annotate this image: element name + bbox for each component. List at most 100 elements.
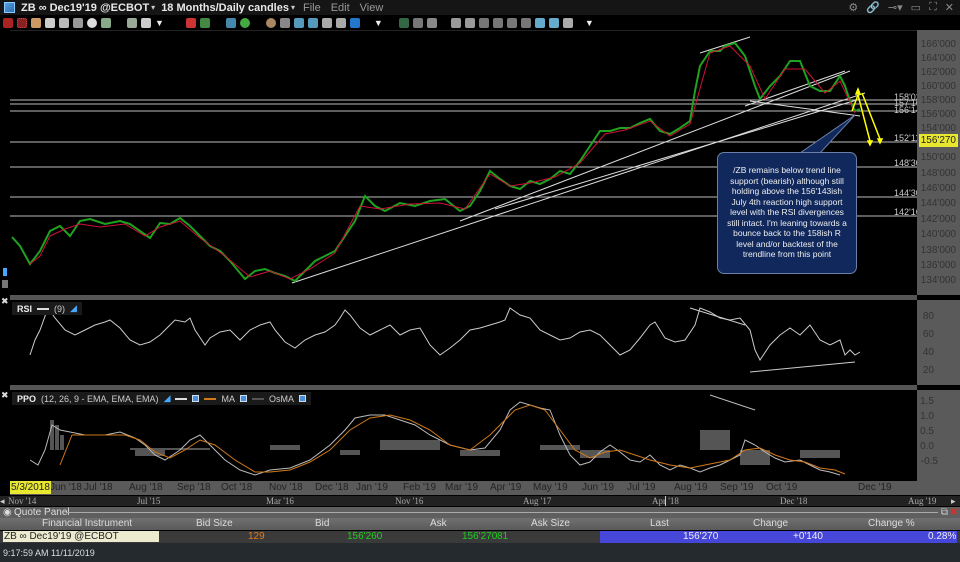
column-header[interactable]: Ask Size <box>531 518 570 529</box>
axis-tick: Jul '18 <box>84 482 113 493</box>
text-box-icon[interactable] <box>307 17 318 28</box>
snapshot-icon[interactable] <box>73 17 83 28</box>
rsi-pane[interactable]: RSI (9) ◢ <box>10 300 917 385</box>
compass-icon[interactable] <box>265 17 276 28</box>
overview-handle[interactable] <box>665 496 666 506</box>
pane-divider[interactable] <box>10 385 917 390</box>
new-chart-icon[interactable] <box>127 17 137 28</box>
axis-tick: 144'000 <box>920 198 956 209</box>
time-axis[interactable]: Jun '18 Jul '18 Aug '18 Sep '18 Oct '18 … <box>10 481 960 495</box>
pin-icon[interactable]: ⊸▾ <box>887 2 903 14</box>
grid-icon[interactable] <box>45 17 55 28</box>
draw-line-icon[interactable] <box>185 17 196 28</box>
rsi-axis[interactable]: 80 60 40 20 <box>917 300 960 385</box>
scroll-left-icon[interactable] <box>478 17 489 28</box>
ppo-pane[interactable]: PPO (12, 26, 9 - EMA, EMA, EMA) ◢ MA OsM… <box>10 390 917 481</box>
refresh-icon[interactable] <box>548 17 559 28</box>
mountain-icon[interactable] <box>225 17 236 28</box>
ppo-axis[interactable]: 1.5 1.0 0.5 0.0 -0.5 <box>917 390 960 481</box>
scroll-indicator-icon[interactable] <box>3 268 7 276</box>
maximize-icon[interactable]: ⛶ <box>929 1 937 13</box>
fib-icon[interactable] <box>426 17 437 28</box>
gear-icon[interactable]: ⚙ <box>848 2 859 14</box>
axis-tick: Jun '18 <box>50 482 82 493</box>
arrow-right-icon[interactable] <box>349 17 360 28</box>
annotation-callout[interactable]: /ZB remains below trend line support (be… <box>717 152 857 274</box>
redo-icon[interactable] <box>335 17 346 28</box>
osma-swatch <box>251 397 264 400</box>
symbol-dropdown-icon[interactable]: ▾ <box>151 3 156 12</box>
circle-icon[interactable] <box>87 17 97 28</box>
pane-icon[interactable] <box>2 280 8 288</box>
filter-dropdown-icon[interactable]: ▼ <box>155 17 164 28</box>
menu-view[interactable]: View <box>359 1 384 14</box>
level-label: 157'166 <box>894 98 926 108</box>
link-icon[interactable]: 🔗 <box>866 2 880 14</box>
pane-divider[interactable] <box>10 295 917 300</box>
quote-row[interactable]: ZB ∞ Dec19'19 @ECBOT 129 156'260 156'270… <box>0 531 960 543</box>
axis-tick: 150'000 <box>920 152 956 163</box>
close-ppo-icon[interactable]: ✖ <box>1 390 9 400</box>
ppo-title: PPO <box>17 393 37 404</box>
chart-image-icon[interactable] <box>101 17 111 28</box>
level-label: 144'309 <box>894 188 926 198</box>
settings-dropdown-icon[interactable]: ▼ <box>584 17 594 28</box>
overview-scroller[interactable]: ◂ Nov '14 Jul '15 Mar '16 Nov '16 Aug '1… <box>0 496 960 506</box>
scroll-right-icon[interactable] <box>492 17 503 28</box>
undo-icon[interactable] <box>321 17 332 28</box>
level-label: 148'302 <box>894 158 926 168</box>
close-chart-icon[interactable] <box>3 17 13 28</box>
detach-icon[interactable]: ⧉ <box>940 507 948 518</box>
price-axis[interactable]: 166'000 164'000 162'000 160'000 158'000 … <box>917 30 960 295</box>
column-header[interactable]: Change <box>753 518 789 529</box>
collapse-panel-icon[interactable]: ◉ <box>3 507 12 518</box>
text-icon[interactable] <box>293 17 304 28</box>
hand-icon[interactable] <box>31 17 41 28</box>
column-header[interactable]: Last <box>650 518 669 529</box>
column-header[interactable]: Change % <box>868 518 915 529</box>
menu-edit[interactable]: Edit <box>330 1 350 14</box>
timeframe-dropdown-icon[interactable]: ▾ <box>290 3 295 12</box>
bars-icon[interactable] <box>199 17 210 28</box>
indicator-icon[interactable] <box>239 17 250 28</box>
close-icon[interactable]: ✕ <box>944 2 954 14</box>
axis-tick: 142'000 <box>920 214 956 225</box>
symbol-selector[interactable]: ZB ∞ Dec19'19 @ECBOT <box>21 1 150 14</box>
zoom-out-icon[interactable] <box>464 17 475 28</box>
instrument-cell[interactable]: ZB ∞ Dec19'19 @ECBOT <box>3 531 159 542</box>
layout-icon[interactable] <box>141 17 151 28</box>
edit-indicator-icon[interactable]: ◢ <box>163 393 171 403</box>
ask-cell: 156'270 <box>462 531 498 542</box>
level-label: 142'162 <box>894 207 926 217</box>
minimize-icon[interactable]: ▭ <box>910 2 922 14</box>
crosshair-icon[interactable] <box>17 17 27 28</box>
close-rsi-icon[interactable]: ✖ <box>1 296 9 306</box>
close-panel-icon[interactable]: ✖ <box>949 507 958 518</box>
ma-checkbox[interactable] <box>239 395 247 402</box>
angle-icon[interactable] <box>279 17 290 28</box>
menu-file[interactable]: File <box>302 1 321 14</box>
wrench-icon[interactable] <box>562 17 573 28</box>
compress-icon[interactable] <box>520 17 531 28</box>
expand-icon[interactable] <box>506 17 517 28</box>
drawing-dropdown-icon[interactable]: ▼ <box>373 17 383 28</box>
column-header[interactable]: Bid Size <box>196 518 233 529</box>
level-label: 158'021 <box>894 92 926 102</box>
globe-icon[interactable] <box>534 17 545 28</box>
current-price-tag: 156'270 <box>918 134 958 147</box>
column-header[interactable]: Bid <box>315 518 330 529</box>
column-header[interactable]: Financial Instrument <box>42 518 133 529</box>
timeframe-selector[interactable]: 18 Months/Daily candles <box>161 1 289 14</box>
axis-tick: Jul '19 <box>627 482 656 493</box>
channel-icon[interactable] <box>398 17 409 28</box>
scroll-left-arrow-icon[interactable]: ◂ <box>0 496 5 506</box>
zoom-in-icon[interactable] <box>450 17 461 28</box>
edit-indicator-icon[interactable]: ◢ <box>70 303 77 313</box>
print-icon[interactable] <box>59 17 69 28</box>
osma-checkbox[interactable] <box>299 395 306 402</box>
axis-tick: Mar '19 <box>445 482 479 493</box>
ppo-line-checkbox[interactable] <box>192 395 200 402</box>
scroll-right-arrow-icon[interactable]: ▸ <box>951 496 956 506</box>
trendline-icon[interactable] <box>412 17 423 28</box>
column-header[interactable]: Ask <box>430 518 447 529</box>
